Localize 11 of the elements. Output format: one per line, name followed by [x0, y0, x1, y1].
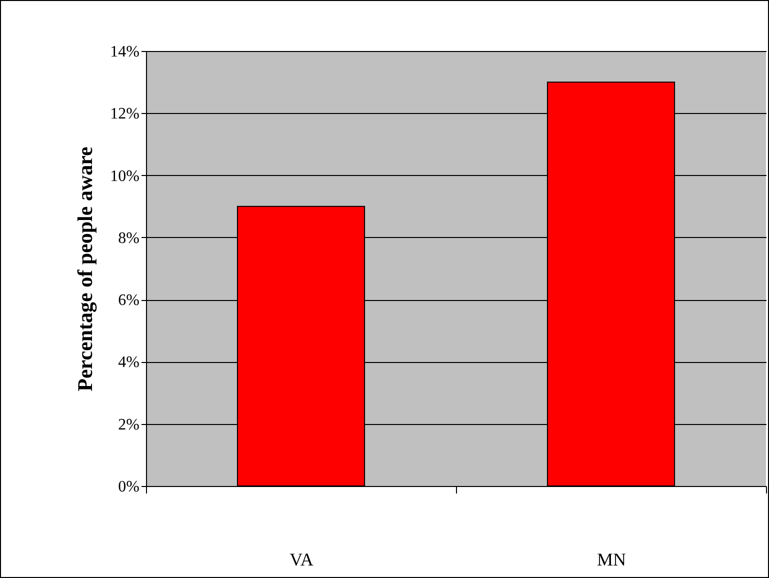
y-tick-label: 0%: [118, 478, 140, 496]
x-tick-label: MN: [596, 550, 626, 570]
y-tick-label: 12%: [110, 106, 140, 123]
y-tick-label: 6%: [118, 292, 140, 310]
y-tick-label: 4%: [118, 354, 140, 372]
y-tick-label: 2%: [118, 416, 140, 434]
y-tick-label: 14%: [110, 44, 140, 60]
y-tick-label: 8%: [118, 230, 140, 247]
x-tick-label: VA: [290, 550, 314, 570]
y-axis-title: Percentage of people aware: [73, 146, 98, 392]
y-tick-label: 10%: [110, 168, 140, 185]
